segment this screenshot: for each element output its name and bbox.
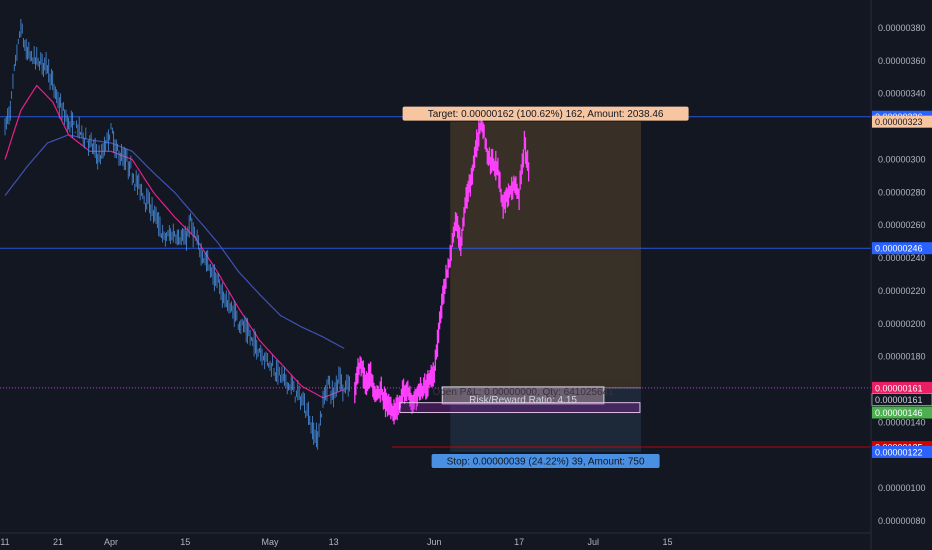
x-tick-label-1: 21 <box>53 537 63 547</box>
y-tick-label-12: 0.00000080 <box>878 516 926 526</box>
horizontal-lines[interactable] <box>0 116 871 448</box>
x-tick-label-3: 15 <box>180 537 190 547</box>
price-tag-label-2: 0.00000246 <box>875 244 923 254</box>
price-tags: 0.000003260.000003230.000002460.00000161… <box>871 110 932 458</box>
stop-label: Stop: 0.00000039 (24.22%) 39, Amount: 75… <box>447 456 645 467</box>
x-tick-label-5: 13 <box>329 537 339 547</box>
price-tag-label-3: 0.00000161 <box>875 383 923 393</box>
ma-slow-line <box>4 134 345 349</box>
y-tick-label-2: 0.00000340 <box>878 89 926 99</box>
x-tick-label-8: Jul <box>588 537 600 547</box>
risk-band <box>399 402 641 414</box>
y-tick-label-8: 0.00000200 <box>878 319 926 329</box>
profit-zone <box>450 121 641 388</box>
x-tick-label-4: May <box>261 537 279 547</box>
price-tag-1 <box>872 115 932 128</box>
y-tick-label-10: 0.00000140 <box>878 417 926 427</box>
y-tick-label-11: 0.00000100 <box>878 483 926 493</box>
y-tick-label-0: 0.00000380 <box>878 23 926 33</box>
x-tick-label-9: 15 <box>662 537 672 547</box>
price-tag-label-7: 0.00000122 <box>875 447 923 457</box>
position-labels: Target: 0.00000162 (100.62%) 162, Amount… <box>399 106 689 468</box>
stop-label-box <box>431 453 660 468</box>
price-tag-7 <box>872 445 932 458</box>
price-tag-label-1: 0.00000323 <box>875 117 923 127</box>
x-tick-label-2: Apr <box>104 537 118 547</box>
y-tick-label-5: 0.00000260 <box>878 220 926 230</box>
moving-averages <box>4 84 345 399</box>
price-tag-4 <box>871 393 932 406</box>
price-tag-3 <box>872 381 932 394</box>
position-zones[interactable] <box>450 121 641 452</box>
ratio-label: Risk/Reward Ratio: 4.15 <box>469 395 577 406</box>
pnl-label: Open P&L: 0.00000000, Qty: 641025641 <box>432 387 614 398</box>
price-tag-5 <box>872 406 932 419</box>
ma-fast-line <box>4 84 345 399</box>
price-tag-2 <box>872 242 932 255</box>
y-tick-label-3: 0.00000300 <box>878 154 926 164</box>
price-axis[interactable]: 0.00000380 0.00000360 0.00000340 0.00000300… <box>878 23 926 526</box>
y-tick-label-6: 0.00000240 <box>878 253 926 263</box>
y-tick-label-9: 0.00000180 <box>878 352 926 362</box>
pnl-box <box>441 386 605 405</box>
x-tick-label-0: 11 <box>0 537 9 547</box>
x-tick-label-7: 17 <box>514 537 524 547</box>
y-tick-label-4: 0.00000280 <box>878 187 926 197</box>
candles <box>4 19 350 450</box>
target-label: Target: 0.00000162 (100.62%) 162, Amount… <box>428 109 664 120</box>
target-label-box <box>402 106 689 121</box>
time-axis[interactable]: 11 21 Apr 15 May 13 Jun 17 Jul 15 <box>0 537 672 547</box>
x-tick-label-6: Jun <box>427 537 442 547</box>
price-tag-label-4: 0.00000161 <box>875 395 923 405</box>
projection <box>354 107 530 425</box>
y-tick-label-7: 0.00000220 <box>878 286 926 296</box>
y-tick-label-1: 0.00000360 <box>878 56 926 66</box>
price-tag-label-5: 0.00000146 <box>875 408 923 418</box>
